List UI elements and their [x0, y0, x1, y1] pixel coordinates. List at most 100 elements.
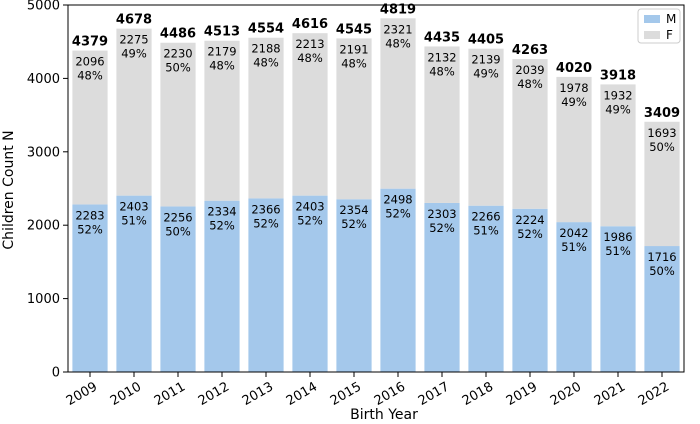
label-m-percent-2012: 52% [209, 219, 235, 233]
label-m-value-2018: 2266 [471, 210, 500, 224]
bar-m-2020 [556, 222, 592, 372]
bar-f-2018 [468, 48, 504, 206]
label-f-value-2011: 2230 [163, 47, 192, 61]
label-m-percent-2016: 52% [385, 207, 411, 221]
label-m-value-2016: 2498 [383, 193, 412, 207]
label-f-value-2017: 2132 [427, 50, 456, 64]
x-tick-label-2021: 2021 [592, 379, 628, 409]
label-f-value-2010: 2275 [119, 33, 148, 47]
label-f-percent-2018: 49% [473, 67, 499, 81]
bar-f-2015 [336, 38, 372, 200]
label-total-2012: 4513 [204, 25, 240, 40]
x-tick-label-2016: 2016 [372, 379, 408, 409]
x-tick-label-2022: 2022 [636, 379, 672, 409]
x-tick-label-2013: 2013 [240, 379, 276, 409]
label-m-percent-2021: 51% [605, 244, 631, 258]
label-f-value-2012: 2179 [207, 45, 236, 59]
label-total-2014: 4616 [292, 17, 328, 32]
label-f-percent-2013: 48% [253, 56, 279, 70]
legend-label-m: M [666, 12, 676, 26]
label-f-percent-2019: 48% [517, 77, 543, 91]
y-tick-label-2000: 2000 [27, 219, 60, 234]
y-tick-label-4000: 4000 [27, 72, 60, 87]
bars-layer [72, 18, 680, 372]
label-m-percent-2018: 51% [473, 224, 499, 238]
plot-frame [67, 4, 685, 373]
bar-m-2011 [160, 206, 196, 372]
bar-f-2013 [248, 37, 284, 199]
label-f-percent-2012: 48% [209, 59, 235, 73]
bar-f-2011 [160, 42, 196, 207]
label-f-value-2015: 2191 [339, 42, 368, 56]
bar-m-2021 [600, 226, 636, 372]
x-tick-label-2019: 2019 [504, 379, 540, 409]
label-m-percent-2017: 52% [429, 221, 455, 235]
bar-m-2009 [72, 204, 108, 372]
label-f-value-2022: 1693 [647, 126, 676, 140]
label-total-2013: 4554 [248, 22, 284, 37]
bar-m-2016 [380, 188, 416, 372]
y-tick-label-1000: 1000 [27, 292, 60, 307]
bar-f-2010 [116, 28, 152, 196]
x-tick-label-2014: 2014 [284, 379, 320, 409]
bar-f-2016 [380, 18, 416, 189]
label-m-percent-2022: 50% [649, 264, 675, 278]
x-tick-label-2018: 2018 [460, 379, 496, 409]
label-f-value-2021: 1932 [603, 88, 632, 102]
label-f-percent-2021: 49% [605, 102, 631, 116]
bar-f-2014 [292, 33, 328, 196]
bar-f-2019 [512, 59, 548, 209]
label-f-value-2018: 2139 [471, 53, 500, 67]
bar-m-2017 [424, 202, 460, 372]
label-m-value-2010: 2403 [119, 200, 148, 214]
label-total-2019: 4263 [512, 43, 548, 58]
label-total-2018: 4405 [468, 33, 504, 48]
label-m-percent-2013: 52% [253, 216, 279, 230]
x-tick-label-2015: 2015 [328, 379, 364, 409]
label-f-percent-2014: 48% [297, 51, 323, 65]
label-f-value-2013: 2188 [251, 42, 280, 56]
label-m-value-2020: 2042 [559, 226, 588, 240]
bar-f-2009 [72, 50, 108, 205]
label-m-percent-2014: 52% [297, 214, 323, 228]
label-f-percent-2016: 48% [385, 36, 411, 50]
bar-m-2018 [468, 205, 504, 372]
y-tick-label-3000: 3000 [27, 145, 60, 160]
bar-m-2013 [248, 198, 284, 372]
label-total-2022: 3409 [644, 106, 680, 121]
label-total-2021: 3918 [600, 68, 636, 83]
label-m-value-2009: 2283 [75, 208, 104, 222]
x-axis-title: Birth Year [350, 407, 418, 423]
x-tick-label-2011: 2011 [152, 379, 188, 409]
bar-m-2010 [116, 195, 152, 372]
label-f-percent-2015: 48% [341, 56, 367, 70]
bar-f-2021 [600, 84, 636, 227]
label-f-percent-2022: 50% [649, 140, 675, 154]
label-m-value-2012: 2334 [207, 205, 236, 219]
label-total-2010: 4678 [116, 13, 152, 28]
bar-m-2019 [512, 208, 548, 372]
data-labels-layer: 228352%209648%4379240351%227549%46782256… [72, 2, 680, 278]
legend-swatch-f [644, 31, 660, 39]
label-m-percent-2010: 51% [121, 214, 147, 228]
label-f-percent-2009: 48% [77, 69, 103, 83]
label-m-value-2015: 2354 [339, 203, 368, 217]
label-f-value-2016: 2321 [383, 22, 412, 36]
legend-swatch-m [644, 15, 660, 23]
label-m-value-2019: 2224 [515, 213, 544, 227]
legend-label-f: F [666, 28, 673, 42]
label-m-percent-2009: 52% [77, 222, 103, 236]
label-m-value-2011: 2256 [163, 210, 192, 224]
bar-f-2012 [204, 40, 240, 201]
legend: MF [637, 8, 681, 44]
bar-f-2022 [644, 121, 680, 247]
label-m-percent-2011: 50% [165, 224, 191, 238]
label-total-2011: 4486 [160, 27, 196, 42]
label-total-2016: 4819 [380, 2, 416, 17]
y-tick-label-5000: 5000 [27, 0, 60, 14]
label-m-value-2014: 2403 [295, 200, 324, 214]
bar-m-2014 [292, 195, 328, 372]
label-total-2020: 4020 [556, 61, 592, 76]
bar-f-2020 [556, 76, 592, 223]
